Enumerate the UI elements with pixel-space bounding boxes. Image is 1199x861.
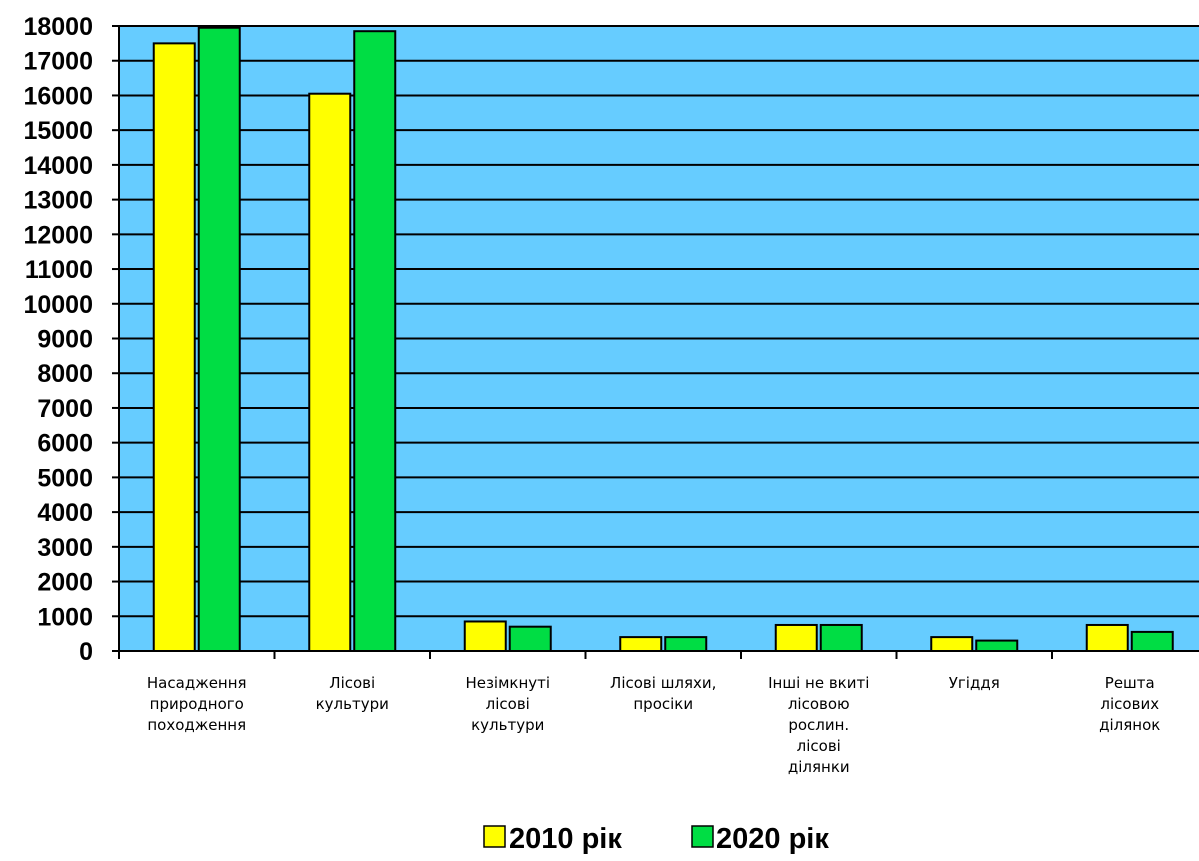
y-tick-label: 15000 [23,117,93,145]
x-tick-label-line: Інші не вкиті [768,674,869,692]
y-tick-label: 14000 [23,152,93,180]
y-tick-label: 18000 [23,13,93,41]
y-axis-tick-labels: 0 1000 2000 3000 4000 5000 6000 7000 8000 9000 100… [23,13,93,666]
bar-2020-2 [353,30,397,653]
x-axis-tick-labels: Насадження природного походження Лісові куль… [147,674,1160,776]
x-tick-label-line: Лісові шляхи, [610,674,716,692]
legend: 2010 рік 2020 рік [483,823,829,855]
legend-label-2020: 2020 рік [716,823,829,855]
bar-2020-3 [508,625,552,653]
x-tick-label-line: походження [147,716,246,734]
legend-label-2010: 2010 рік [509,823,622,855]
x-tick-label-line: просіки [633,695,693,713]
y-tick-label: 8000 [37,360,93,388]
bar-2010-2 [308,92,352,653]
bar-2020-4 [664,636,708,652]
legend-item-2010: 2010 рік [483,823,622,855]
x-tick-label-line: Насадження [147,674,247,692]
x-tick-label: Угіддя [949,674,1000,692]
x-tick-label: Інші не вкиті лісовою рослин. лісові ділянки [768,674,869,776]
x-tick-label-line: культури [471,716,544,734]
x-tick-label-line: Решта [1105,674,1155,692]
x-tick-label-line: лісових [1100,695,1159,713]
bar-2020-5 [819,623,863,652]
y-tick-label: 13000 [23,187,93,215]
x-tick-label-line: ділянок [1099,716,1160,734]
bar-2010-6 [930,636,974,652]
x-axis-tick-marks [118,651,1053,659]
bar-2020-7 [1130,630,1174,652]
x-tick-label-line: рослин. [788,716,849,734]
bar-2010-7 [1085,623,1129,652]
y-tick-label: 11000 [25,256,93,284]
bar-2010-1 [152,42,196,653]
x-tick-label: Незімкнуті лісові культури [465,674,550,734]
bar-2010-4 [619,636,663,652]
x-tick-label-line: культури [316,695,389,713]
x-tick-label: Решта лісових ділянок [1099,674,1160,734]
y-tick-label: 3000 [37,534,93,562]
x-tick-label-line: ділянки [788,758,850,776]
y-tick-label: 6000 [37,430,93,458]
bar-2010-5 [774,623,818,652]
y-tick-label: 7000 [37,395,93,423]
bar-2020-6 [975,639,1019,652]
x-tick-label-line: Незімкнуті [465,674,550,692]
x-tick-label-line: лісовою [788,695,850,713]
y-tick-label: 12000 [23,221,93,249]
bar-2010-3 [463,620,507,652]
x-tick-label-line: лісові [797,737,841,755]
x-tick-label: Лісові шляхи, просіки [610,674,716,713]
x-tick-label-line: лісові [486,695,530,713]
legend-swatch-2010 [483,825,506,848]
y-tick-label: 2000 [37,569,93,597]
legend-item-2020: 2020 рік [691,823,829,855]
bar-2020-1 [197,26,241,653]
x-tick-label: Насадження природного походження [147,674,247,734]
y-tick-label: 16000 [23,82,93,110]
y-tick-label: 5000 [37,464,93,492]
x-tick-label-line: природного [150,695,244,713]
y-tick-label: 1000 [37,603,93,631]
y-tick-label: 4000 [37,499,93,527]
gridlines [112,25,1199,652]
x-tick-label: Лісові культури [316,674,389,713]
y-tick-label: 9000 [37,326,93,354]
x-tick-label-line: Угіддя [949,674,1000,692]
y-tick-label: 10000 [23,291,93,319]
x-tick-label-line: Лісові [329,674,375,692]
y-tick-label: 17000 [23,48,93,76]
legend-swatch-2020 [691,825,714,848]
bars [152,26,1174,653]
y-tick-label: 0 [79,638,93,666]
